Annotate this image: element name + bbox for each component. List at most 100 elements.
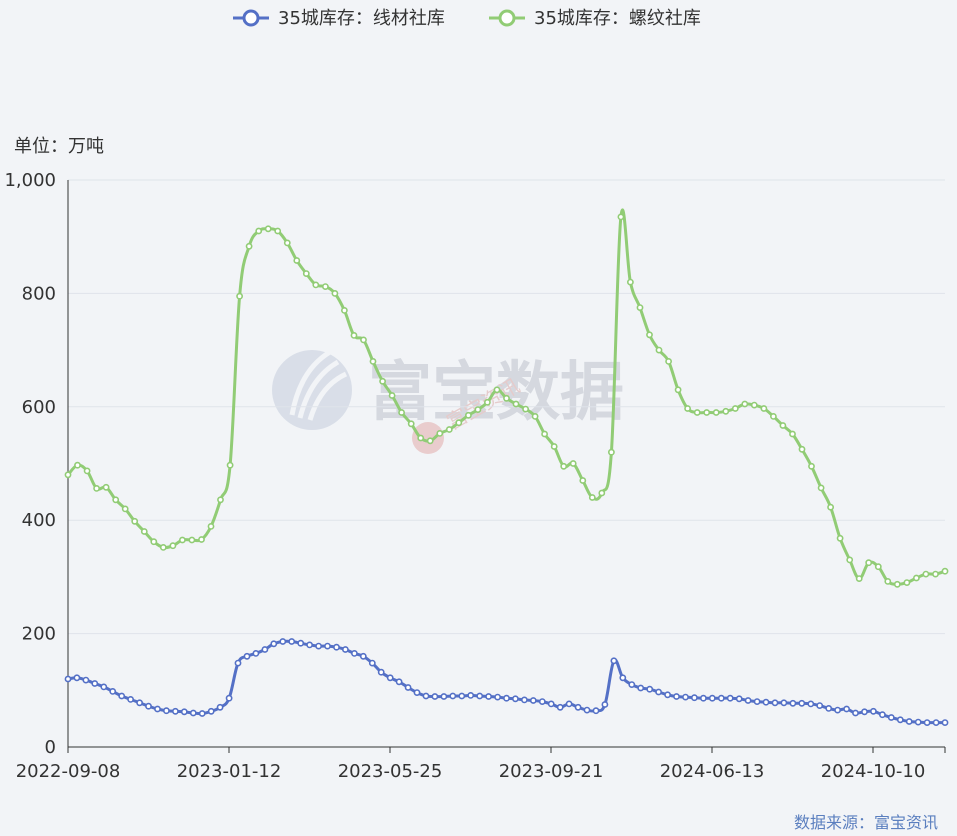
data-point[interactable]	[861, 708, 868, 716]
data-point[interactable]	[368, 659, 376, 667]
data-point[interactable]	[712, 409, 720, 416]
data-point[interactable]	[73, 674, 81, 682]
data-point[interactable]	[388, 392, 396, 399]
data-point[interactable]	[331, 289, 339, 297]
data-point[interactable]	[395, 678, 403, 686]
data-point[interactable]	[413, 689, 421, 696]
data-point[interactable]	[565, 700, 573, 708]
data-point[interactable]	[91, 680, 99, 687]
data-point[interactable]	[341, 646, 349, 653]
data-point[interactable]	[171, 707, 179, 715]
data-point[interactable]	[178, 536, 186, 544]
data-point[interactable]	[779, 422, 787, 429]
data-point[interactable]	[445, 426, 453, 433]
data-point[interactable]	[726, 694, 734, 702]
data-point[interactable]	[226, 461, 234, 469]
data-point[interactable]	[741, 400, 749, 408]
data-point[interactable]	[601, 701, 609, 708]
data-point[interactable]	[225, 694, 233, 702]
data-point[interactable]	[494, 693, 501, 701]
data-point[interactable]	[610, 657, 618, 665]
data-point[interactable]	[512, 400, 520, 408]
data-point[interactable]	[598, 489, 606, 497]
data-point[interactable]	[324, 642, 331, 650]
data-point[interactable]	[887, 714, 895, 721]
data-point[interactable]	[852, 709, 859, 717]
data-point[interactable]	[82, 676, 90, 684]
data-point[interactable]	[207, 707, 215, 715]
data-point[interactable]	[162, 707, 170, 715]
data-point[interactable]	[150, 538, 158, 546]
data-point[interactable]	[261, 646, 269, 653]
data-point[interactable]	[874, 563, 882, 571]
data-point[interactable]	[646, 331, 653, 339]
data-point[interactable]	[180, 708, 188, 716]
data-point[interactable]	[735, 695, 743, 703]
data-point[interactable]	[914, 718, 922, 726]
data-point[interactable]	[369, 357, 377, 365]
data-point[interactable]	[333, 643, 340, 651]
data-point[interactable]	[360, 336, 367, 344]
data-point[interactable]	[780, 699, 788, 707]
data-point[interactable]	[493, 386, 501, 394]
data-point[interactable]	[798, 699, 806, 707]
data-point[interactable]	[312, 281, 320, 289]
data-point[interactable]	[297, 639, 305, 647]
data-point[interactable]	[923, 719, 931, 726]
data-point[interactable]	[905, 718, 913, 725]
series-line-2[interactable]	[66, 208, 946, 586]
data-point[interactable]	[217, 496, 224, 504]
data-point[interactable]	[770, 412, 777, 420]
data-point[interactable]	[404, 684, 412, 691]
data-point[interactable]	[834, 706, 841, 714]
data-point[interactable]	[550, 443, 558, 450]
data-point[interactable]	[827, 503, 834, 511]
data-point[interactable]	[722, 407, 730, 415]
data-point[interactable]	[188, 536, 196, 544]
data-point[interactable]	[112, 496, 120, 504]
data-point[interactable]	[436, 429, 444, 437]
data-point[interactable]	[306, 641, 313, 649]
data-point[interactable]	[913, 574, 920, 582]
data-point[interactable]	[252, 650, 260, 657]
data-point[interactable]	[941, 719, 949, 726]
data-point[interactable]	[529, 697, 537, 704]
data-point[interactable]	[608, 448, 615, 456]
data-point[interactable]	[245, 242, 253, 250]
data-point[interactable]	[617, 213, 625, 221]
data-point[interactable]	[274, 227, 282, 235]
data-point[interactable]	[646, 685, 654, 693]
data-point[interactable]	[717, 694, 725, 702]
data-point[interactable]	[556, 703, 564, 711]
data-point[interactable]	[455, 419, 463, 427]
legend-item-series-1[interactable]: 35城库存：线材社库	[233, 8, 445, 29]
data-point[interactable]	[922, 570, 930, 578]
data-point[interactable]	[283, 239, 291, 247]
data-point[interactable]	[560, 462, 568, 470]
data-point[interactable]	[816, 702, 824, 709]
data-point[interactable]	[359, 652, 367, 660]
data-point[interactable]	[893, 580, 901, 588]
data-point[interactable]	[789, 430, 796, 438]
data-point[interactable]	[503, 394, 510, 402]
data-point[interactable]	[903, 579, 911, 586]
data-point[interactable]	[547, 700, 555, 708]
data-point[interactable]	[109, 688, 117, 695]
data-point[interactable]	[198, 710, 206, 717]
data-point[interactable]	[789, 699, 797, 707]
data-point[interactable]	[93, 484, 100, 492]
legend-item-series-2[interactable]: 35城库存：螺纹社库	[489, 8, 701, 29]
data-point[interactable]	[932, 719, 940, 726]
data-point[interactable]	[321, 283, 329, 290]
data-point[interactable]	[843, 705, 850, 713]
data-point[interactable]	[169, 542, 177, 550]
data-point[interactable]	[136, 699, 143, 707]
data-point[interactable]	[884, 578, 892, 585]
data-point[interactable]	[664, 691, 671, 699]
data-point[interactable]	[398, 409, 405, 416]
data-point[interactable]	[236, 292, 243, 300]
data-point[interactable]	[422, 692, 430, 700]
data-point[interactable]	[665, 357, 672, 365]
data-point[interactable]	[855, 575, 863, 582]
data-point[interactable]	[288, 638, 296, 645]
